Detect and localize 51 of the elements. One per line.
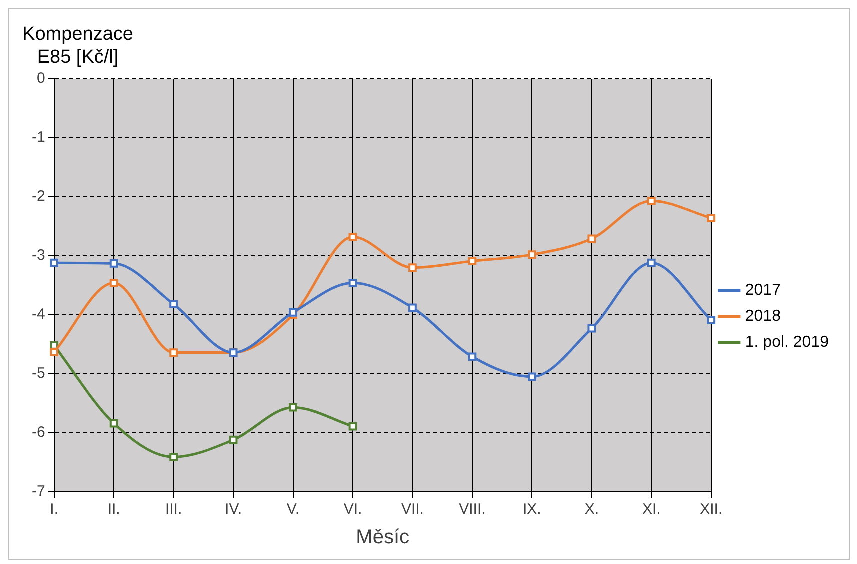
point	[50, 348, 59, 356]
legend-label: 1. pol. 2019	[745, 334, 830, 351]
y-tick-label: -4	[32, 306, 46, 324]
x-tick-label: VI.	[344, 501, 362, 518]
y-tick-label: -3	[32, 247, 46, 264]
point	[528, 372, 536, 382]
x-tick-label: III.	[165, 501, 182, 518]
y-tick-label: -2	[32, 188, 46, 206]
x-tick-label: V.	[286, 501, 300, 518]
x-tick-label: IX.	[523, 501, 542, 518]
point	[229, 436, 238, 444]
x-tick-label: XII.	[700, 501, 723, 518]
point	[348, 278, 358, 288]
point	[170, 453, 178, 462]
y-tick-label: -1	[32, 129, 46, 146]
point	[289, 308, 298, 317]
point	[707, 214, 716, 222]
point	[468, 257, 477, 266]
x-tick-label: VIII.	[459, 501, 486, 518]
point	[468, 352, 477, 362]
point	[588, 234, 596, 244]
point	[408, 264, 417, 272]
point	[528, 250, 536, 259]
point	[588, 324, 596, 333]
point	[110, 278, 118, 288]
x-tick-label: II.	[108, 501, 120, 518]
point	[50, 258, 59, 268]
x-tick-label: X.	[584, 501, 600, 518]
point	[110, 419, 118, 428]
point	[408, 304, 417, 312]
point	[647, 196, 656, 206]
legend-label: 2017	[745, 282, 782, 299]
point	[348, 422, 358, 431]
x-axis-title: Měsíc	[356, 526, 410, 549]
x-tick-label: VII.	[401, 501, 424, 518]
point	[170, 348, 178, 357]
x-tick-label: IV.	[225, 501, 242, 518]
point	[170, 300, 178, 309]
point	[110, 259, 118, 268]
point	[289, 403, 298, 412]
y-tick-label: -7	[32, 483, 46, 500]
y-tick-label: 0	[36, 70, 46, 88]
point	[348, 232, 358, 242]
y-axis-title: Kompenzace E85 [Kč/l]	[22, 23, 134, 69]
y-tick-label: -6	[32, 424, 46, 442]
y-tick-label: -5	[32, 365, 46, 382]
point	[647, 258, 656, 268]
x-tick-label: XI.	[642, 501, 661, 518]
point	[707, 316, 716, 324]
x-tick-label: I.	[50, 501, 59, 518]
legend-label: 2018	[745, 308, 782, 325]
